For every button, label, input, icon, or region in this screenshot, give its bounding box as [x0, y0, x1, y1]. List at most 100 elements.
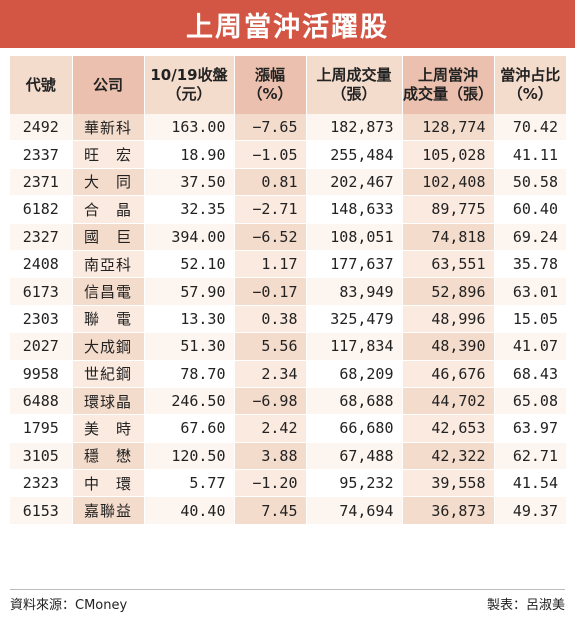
cell-daytrade-ratio: 63.01	[494, 277, 566, 306]
cell-code: 2323	[10, 469, 73, 497]
cell-close: 57.90	[144, 277, 235, 306]
table-row: 6153 嘉聯益 40.40 7.45 74,694 36,873 49.37	[10, 496, 566, 525]
cell-volume: 202,467	[306, 168, 403, 196]
cell-daytrade-volume: 39,558	[402, 469, 495, 497]
cell-change: −0.17	[234, 277, 307, 306]
cell-volume: 325,479	[306, 305, 403, 333]
cell-daytrade-volume: 48,996	[402, 305, 495, 333]
header-daytrade-ratio: 當沖占比 （%）	[494, 56, 566, 114]
cell-close: 163.00	[144, 114, 235, 141]
table-row: 6173 信昌電 57.90 −0.17 83,949 52,896 63.01	[10, 277, 566, 306]
cell-daytrade-volume: 48,390	[402, 332, 495, 361]
cell-volume: 108,051	[306, 223, 403, 251]
cell-close: 13.30	[144, 305, 235, 333]
cell-close: 78.70	[144, 360, 235, 388]
cell-code: 6182	[10, 195, 73, 224]
cell-company: 旺 宏	[72, 140, 145, 169]
cell-close: 40.40	[144, 496, 235, 525]
table-row: 6182 合 晶 32.35 −2.71 148,633 89,775 60.40	[10, 195, 566, 224]
cell-close: 5.77	[144, 469, 235, 497]
table-row: 6488 環球晶 246.50 −6.98 68,688 44,702 65.08	[10, 387, 566, 415]
cell-daytrade-volume: 63,551	[402, 250, 495, 278]
cell-change: 2.34	[234, 360, 307, 388]
cell-volume: 95,232	[306, 469, 403, 497]
cell-close: 32.35	[144, 195, 235, 224]
cell-close: 67.60	[144, 414, 235, 443]
cell-close: 394.00	[144, 223, 235, 251]
cell-code: 2303	[10, 305, 73, 333]
cell-daytrade-ratio: 60.40	[494, 195, 566, 224]
cell-volume: 66,680	[306, 414, 403, 443]
cell-daytrade-ratio: 63.97	[494, 414, 566, 443]
header-code: 代號	[10, 56, 73, 114]
table-row: 9958 世紀鋼 78.70 2.34 68,209 46,676 68.43	[10, 360, 566, 388]
title-banner: 上周當沖活躍股	[0, 0, 575, 48]
cell-change: −2.71	[234, 195, 307, 224]
cell-daytrade-ratio: 65.08	[494, 387, 566, 415]
cell-company: 世紀鋼	[72, 360, 145, 388]
cell-company: 環球晶	[72, 387, 145, 415]
cell-change: −6.98	[234, 387, 307, 415]
cell-change: 1.17	[234, 250, 307, 278]
cell-company: 南亞科	[72, 250, 145, 278]
table-row: 2327 國 巨 394.00 −6.52 108,051 74,818 69.24	[10, 223, 566, 251]
cell-close: 51.30	[144, 332, 235, 361]
cell-daytrade-volume: 42,653	[402, 414, 495, 443]
cell-company: 合 晶	[72, 195, 145, 224]
table-body: 2492 華新科 163.00 −7.65 182,873 128,774 70.42 233…	[10, 114, 566, 525]
cell-volume: 68,209	[306, 360, 403, 388]
table-row: 2492 華新科 163.00 −7.65 182,873 128,774 70.42	[10, 114, 566, 141]
cell-daytrade-ratio: 50.58	[494, 168, 566, 196]
table-header-row: 代號 公司 10/19收盤 （元） 漲幅 （%） 上周成交量 （張） 上周當沖 …	[10, 56, 566, 114]
header-change: 漲幅 （%）	[234, 56, 307, 114]
cell-code: 1795	[10, 414, 73, 443]
table-row: 1795 美 時 67.60 2.42 66,680 42,653 63.97	[10, 414, 566, 443]
cell-code: 6488	[10, 387, 73, 415]
cell-change: 0.81	[234, 168, 307, 196]
cell-daytrade-ratio: 70.42	[494, 114, 566, 141]
cell-volume: 117,834	[306, 332, 403, 361]
table-row: 3105 穩 懋 120.50 3.88 67,488 42,322 62.71	[10, 442, 566, 470]
cell-company: 國 巨	[72, 223, 145, 251]
cell-code: 9958	[10, 360, 73, 388]
cell-daytrade-ratio: 69.24	[494, 223, 566, 251]
cell-daytrade-volume: 102,408	[402, 168, 495, 196]
cell-daytrade-ratio: 68.43	[494, 360, 566, 388]
cell-daytrade-volume: 36,873	[402, 496, 495, 525]
cell-change: −1.05	[234, 140, 307, 169]
cell-code: 2327	[10, 223, 73, 251]
header-daytrade-volume: 上周當沖 成交量（張）	[402, 56, 495, 114]
table-row: 2303 聯 電 13.30 0.38 325,479 48,996 15.05	[10, 305, 566, 333]
cell-volume: 182,873	[306, 114, 403, 141]
cell-company: 穩 懋	[72, 442, 145, 470]
table-row: 2408 南亞科 52.10 1.17 177,637 63,551 35.78	[10, 250, 566, 278]
cell-company: 大成鋼	[72, 332, 145, 361]
cell-company: 信昌電	[72, 277, 145, 306]
cell-volume: 177,637	[306, 250, 403, 278]
cell-daytrade-ratio: 35.78	[494, 250, 566, 278]
header-close: 10/19收盤 （元）	[144, 56, 235, 114]
cell-close: 246.50	[144, 387, 235, 415]
cell-volume: 67,488	[306, 442, 403, 470]
cell-code: 2337	[10, 140, 73, 169]
cell-daytrade-volume: 128,774	[402, 114, 495, 141]
cell-close: 37.50	[144, 168, 235, 196]
cell-company: 美 時	[72, 414, 145, 443]
cell-volume: 148,633	[306, 195, 403, 224]
cell-daytrade-volume: 46,676	[402, 360, 495, 388]
cell-change: −1.20	[234, 469, 307, 497]
day-trade-table: 代號 公司 10/19收盤 （元） 漲幅 （%） 上周成交量 （張） 上周當沖 …	[10, 56, 566, 525]
cell-code: 2027	[10, 332, 73, 361]
cell-daytrade-ratio: 62.71	[494, 442, 566, 470]
cell-company: 中 環	[72, 469, 145, 497]
cell-code: 2408	[10, 250, 73, 278]
cell-daytrade-volume: 42,322	[402, 442, 495, 470]
cell-company: 大 同	[72, 168, 145, 196]
cell-code: 6153	[10, 496, 73, 525]
cell-daytrade-ratio: 41.11	[494, 140, 566, 169]
cell-company: 華新科	[72, 114, 145, 141]
header-company: 公司	[72, 56, 145, 114]
table-row: 2027 大成鋼 51.30 5.56 117,834 48,390 41.07	[10, 332, 566, 361]
cell-daytrade-volume: 89,775	[402, 195, 495, 224]
